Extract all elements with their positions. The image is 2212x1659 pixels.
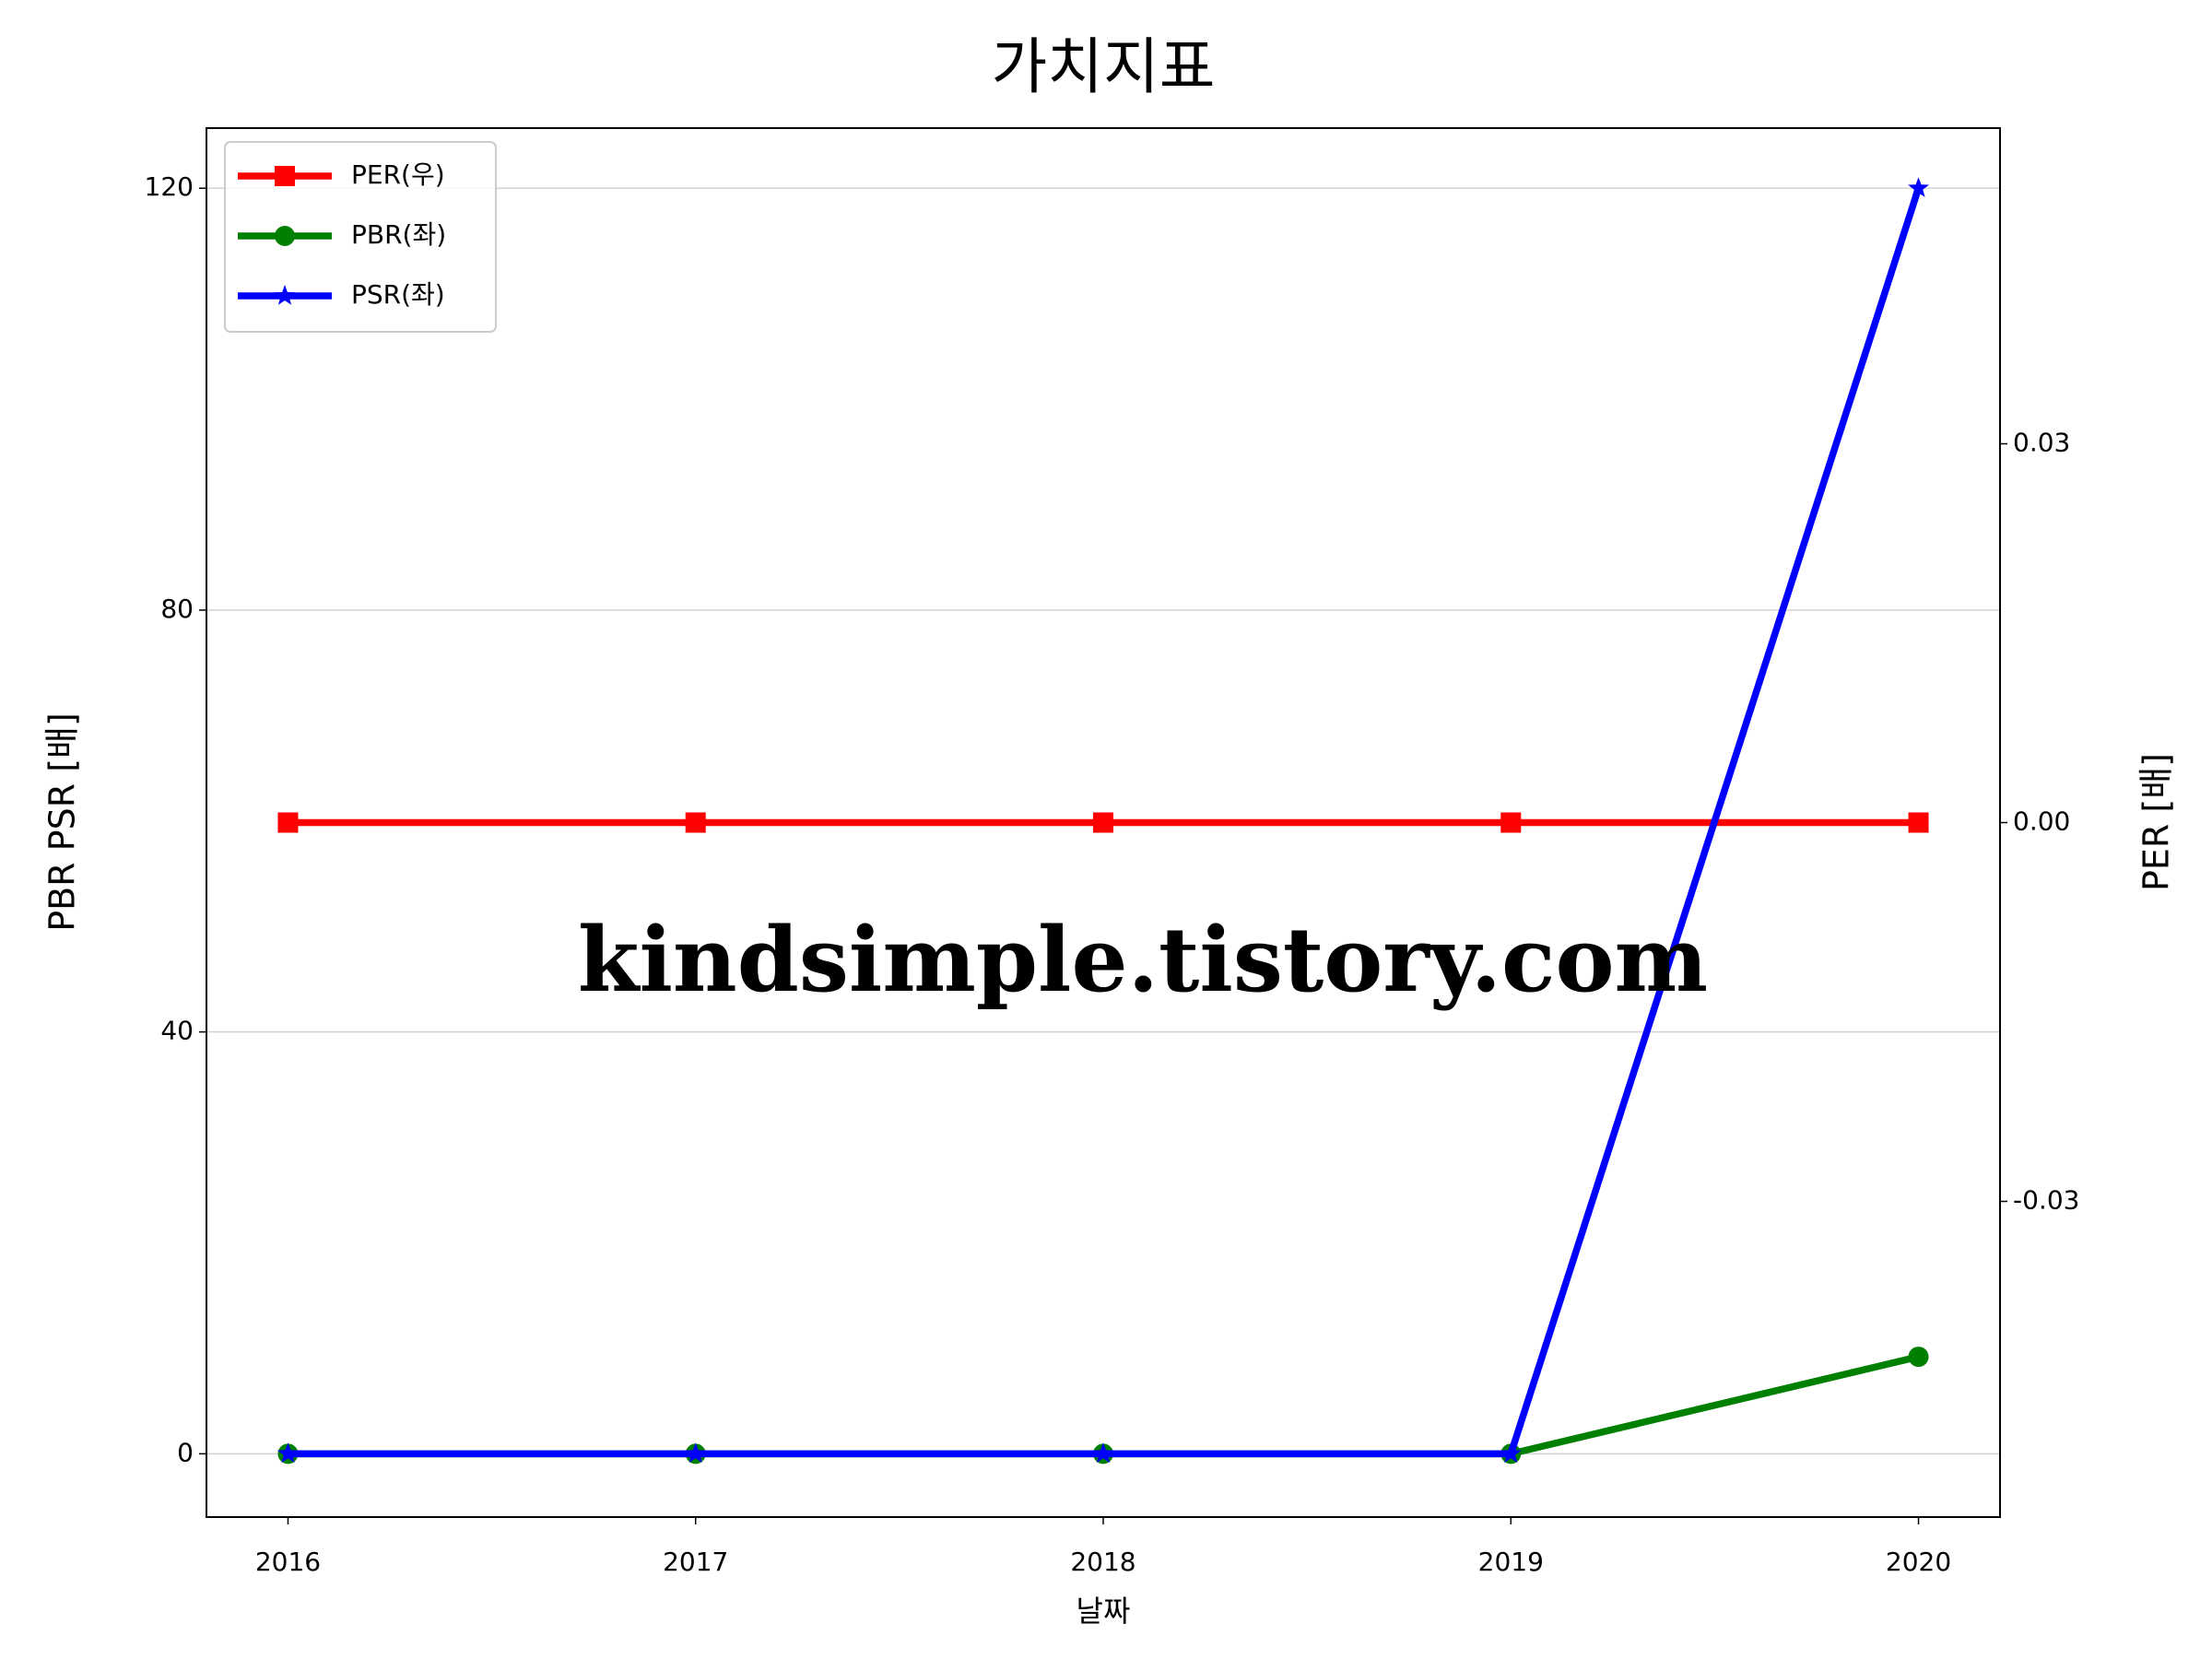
y2-tick-label: -0.03 (2013, 1185, 2079, 1216)
marker (1092, 1442, 1114, 1464)
x-tick-label: 2016 (255, 1547, 321, 1577)
watermark: kindsimple.tistory.com (578, 908, 1708, 1012)
legend-label: PER(우) (351, 159, 445, 190)
marker (275, 166, 295, 186)
chart-title: 가치지표 (992, 31, 1216, 102)
y-tick-label: 40 (160, 1016, 194, 1046)
plot-frame (206, 127, 2001, 1518)
marker (275, 226, 295, 246)
marker (277, 812, 299, 833)
x-tick-label: 2018 (1070, 1547, 1135, 1577)
marker (1093, 812, 1113, 833)
marker (1908, 177, 1929, 197)
y2-tick-label: 0.00 (2013, 806, 2070, 837)
marker (1500, 1442, 1522, 1464)
marker (277, 1442, 299, 1464)
marker (1908, 1347, 1929, 1368)
legend-box (224, 141, 497, 333)
marker (685, 812, 706, 833)
marker (685, 1442, 707, 1464)
marker (1500, 812, 1522, 833)
legend-label: PBR(좌) (351, 219, 446, 250)
x-tick-label: 2017 (663, 1547, 728, 1577)
x-tick-label: 2019 (1478, 1547, 1544, 1577)
y-tick-label: 0 (177, 1437, 194, 1467)
x-tick-label: 2020 (1886, 1547, 1951, 1577)
marker (274, 285, 296, 305)
y-tick-label: 80 (160, 594, 194, 624)
y-tick-label: 120 (145, 171, 194, 202)
y2-axis-label: PER [배] (2136, 753, 2177, 891)
x-axis-label: 날짜 (1077, 1594, 1131, 1629)
legend-label: PSR(좌) (351, 279, 445, 310)
marker (1908, 812, 1929, 833)
y2-tick-label: 0.03 (2013, 428, 2070, 458)
y-axis-label: PBR PSR [배] (42, 712, 83, 932)
